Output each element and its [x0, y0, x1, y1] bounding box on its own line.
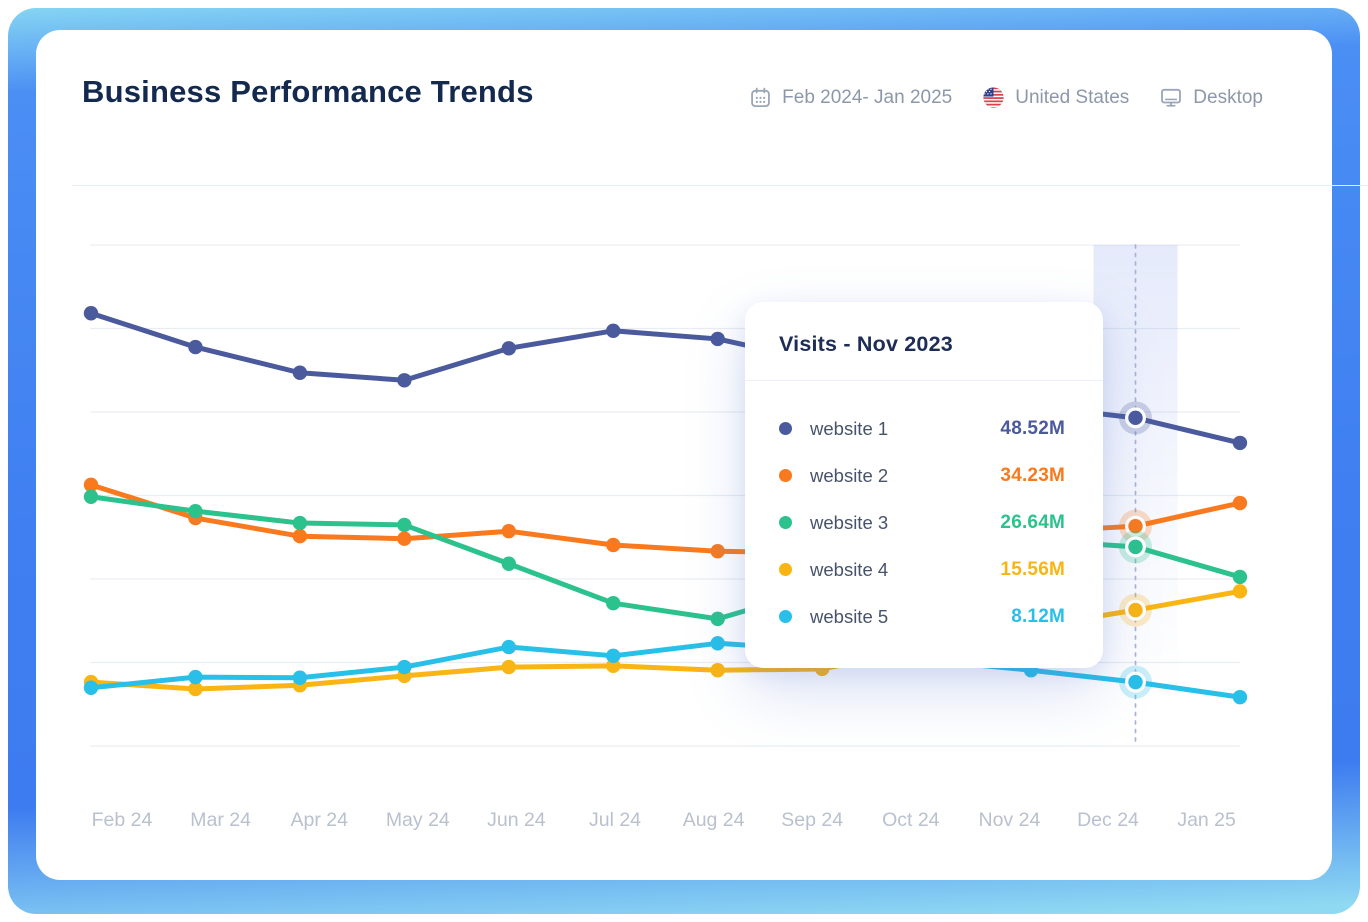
data-point-website-5[interactable]	[292, 670, 308, 685]
tooltip-row: website 3 26.64M	[779, 499, 1065, 546]
legend-dot-icon	[779, 563, 792, 576]
series-line-website-5	[88, 640, 1243, 700]
data-point-website-2[interactable]	[1232, 495, 1248, 511]
data-point-website-4[interactable]	[606, 658, 621, 674]
monitor-icon	[1161, 88, 1182, 107]
x-axis-label: Nov 24	[979, 809, 1041, 831]
x-axis-label: Dec 24	[1077, 809, 1139, 831]
legend-label: website 5	[810, 605, 889, 627]
x-axis-label: Apr 24	[290, 809, 348, 831]
data-point-website-5[interactable]	[1232, 689, 1248, 705]
data-point-website-1[interactable]	[501, 341, 516, 356]
x-axis-label: Feb 24	[92, 809, 153, 831]
data-point-website-1[interactable]	[1232, 435, 1248, 451]
data-point-website-5[interactable]	[501, 639, 516, 655]
legend-value: 48.52M	[1000, 417, 1065, 439]
data-point-website-5[interactable]	[1128, 674, 1143, 690]
data-point-website-1[interactable]	[1128, 410, 1143, 426]
x-axis-label: Mar 24	[190, 809, 251, 831]
chart-tooltip: Visits - Nov 2023 website 1 48.52M website…	[745, 302, 1103, 668]
data-point-website-4[interactable]	[1232, 584, 1248, 599]
date-range-label: Feb 2024- Jan 2025	[782, 86, 953, 108]
data-point-website-1[interactable]	[397, 373, 412, 388]
legend-value: 34.23M	[1000, 464, 1065, 486]
page-title: Business Performance Trends	[82, 74, 534, 109]
data-point-website-3[interactable]	[606, 596, 621, 611]
legend-label: website 3	[810, 511, 889, 533]
data-point-website-3[interactable]	[397, 517, 412, 533]
x-axis-label: Jan 25	[1177, 809, 1236, 831]
device-filter[interactable]: Desktop	[1159, 86, 1263, 109]
tooltip-row: website 4 15.56M	[779, 546, 1065, 593]
data-point-website-2[interactable]	[501, 523, 516, 539]
data-point-website-5[interactable]	[710, 636, 725, 651]
x-axis-label: May 24	[386, 809, 450, 831]
data-point-website-3[interactable]	[710, 611, 725, 627]
tooltip-title: Visits - Nov 2023	[779, 332, 953, 356]
x-axis-label: Jun 24	[487, 809, 546, 831]
legend-dot-icon	[779, 516, 792, 529]
data-point-website-4[interactable]	[501, 659, 516, 675]
data-point-website-2[interactable]	[710, 544, 725, 559]
legend-value: 26.64M	[1000, 511, 1065, 533]
data-point-website-1[interactable]	[710, 331, 725, 347]
legend-dot-icon	[779, 469, 792, 482]
legend-label: website 4	[810, 558, 889, 580]
data-point-website-4[interactable]	[710, 663, 725, 678]
header-divider	[72, 185, 1368, 186]
header-meta: Feb 2024- Jan 2025	[749, 86, 1263, 109]
data-point-website-2[interactable]	[397, 531, 412, 546]
data-point-website-1[interactable]	[188, 339, 203, 355]
x-axis-label: Aug 24	[683, 809, 745, 831]
data-point-website-3[interactable]	[1232, 569, 1248, 585]
calendar-icon	[751, 87, 770, 108]
data-point-website-3[interactable]	[188, 503, 203, 519]
legend-label: website 1	[810, 417, 889, 439]
legend-label: website 2	[810, 464, 889, 486]
country-label: United States	[1015, 86, 1130, 108]
date-range-filter[interactable]: Feb 2024- Jan 2025	[749, 86, 952, 109]
legend-dot-icon	[779, 610, 792, 623]
x-axis-label: Oct 24	[882, 809, 940, 831]
legend-value: 8.12M	[1011, 605, 1065, 627]
data-point-website-3[interactable]	[83, 489, 99, 504]
data-point-website-1[interactable]	[83, 306, 99, 321]
data-point-website-1[interactable]	[606, 323, 621, 338]
tooltip-legend: website 1 48.52M website 2 34.23M website 3 2…	[779, 405, 1065, 640]
data-point-website-3[interactable]	[292, 515, 308, 531]
us-flag-icon	[983, 86, 1005, 109]
tooltip-divider	[745, 380, 1103, 381]
data-point-website-1[interactable]	[292, 365, 308, 380]
tooltip-row: website 2 34.23M	[779, 452, 1065, 499]
data-point-website-3[interactable]	[501, 556, 516, 571]
data-point-website-2[interactable]	[606, 537, 621, 553]
x-axis-label: Jul 24	[589, 809, 641, 831]
tooltip-row: website 1 48.52M	[779, 405, 1065, 452]
legend-dot-icon	[779, 422, 792, 435]
tooltip-row: website 5 8.12M	[779, 593, 1065, 640]
data-point-website-5[interactable]	[606, 648, 621, 664]
data-point-website-2[interactable]	[292, 529, 308, 544]
data-point-website-5[interactable]	[83, 680, 99, 695]
data-point-website-3[interactable]	[1128, 539, 1143, 555]
data-point-website-5[interactable]	[397, 659, 412, 675]
card-header: Business Performance Trends Feb 2024- Ja…	[36, 30, 1368, 186]
data-point-website-2[interactable]	[1128, 518, 1143, 534]
country-filter[interactable]: United States	[982, 86, 1129, 109]
data-point-website-2[interactable]	[83, 477, 99, 493]
device-label: Desktop	[1193, 86, 1263, 108]
data-point-website-4[interactable]	[1128, 602, 1143, 618]
x-axis-label: Sep 24	[781, 809, 843, 831]
legend-value: 15.56M	[1000, 558, 1065, 580]
data-point-website-4[interactable]	[188, 681, 203, 697]
data-point-website-5[interactable]	[188, 669, 203, 685]
